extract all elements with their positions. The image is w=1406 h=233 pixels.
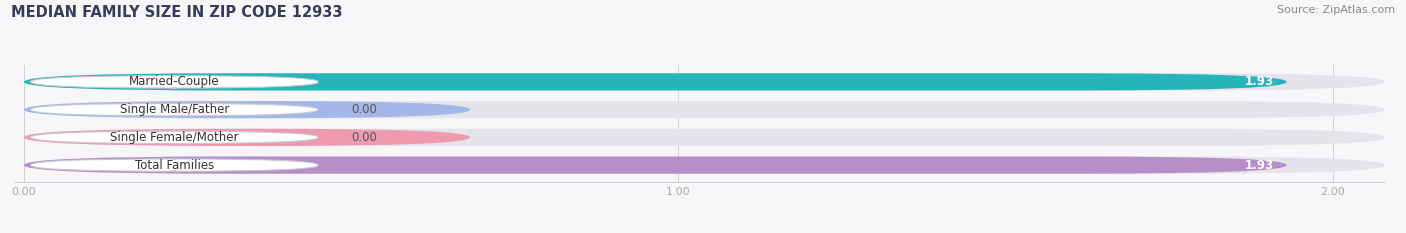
FancyBboxPatch shape — [31, 103, 318, 116]
FancyBboxPatch shape — [24, 101, 470, 118]
Text: MEDIAN FAMILY SIZE IN ZIP CODE 12933: MEDIAN FAMILY SIZE IN ZIP CODE 12933 — [11, 5, 343, 20]
Text: Total Families: Total Families — [135, 159, 214, 171]
Text: 1.93: 1.93 — [1244, 75, 1274, 88]
Text: Single Female/Mother: Single Female/Mother — [110, 131, 239, 144]
Text: 1.93: 1.93 — [1244, 159, 1274, 171]
FancyBboxPatch shape — [31, 76, 318, 88]
FancyBboxPatch shape — [31, 131, 318, 144]
FancyBboxPatch shape — [31, 159, 318, 171]
FancyBboxPatch shape — [24, 129, 1385, 146]
FancyBboxPatch shape — [24, 73, 1385, 90]
Text: 0.00: 0.00 — [352, 131, 377, 144]
FancyBboxPatch shape — [24, 157, 1385, 174]
FancyBboxPatch shape — [24, 73, 1286, 90]
Text: 0.00: 0.00 — [352, 103, 377, 116]
FancyBboxPatch shape — [24, 129, 470, 146]
FancyBboxPatch shape — [24, 101, 1385, 118]
FancyBboxPatch shape — [24, 157, 1286, 174]
Text: Married-Couple: Married-Couple — [129, 75, 219, 88]
Text: Single Male/Father: Single Male/Father — [120, 103, 229, 116]
Text: Source: ZipAtlas.com: Source: ZipAtlas.com — [1277, 5, 1395, 15]
